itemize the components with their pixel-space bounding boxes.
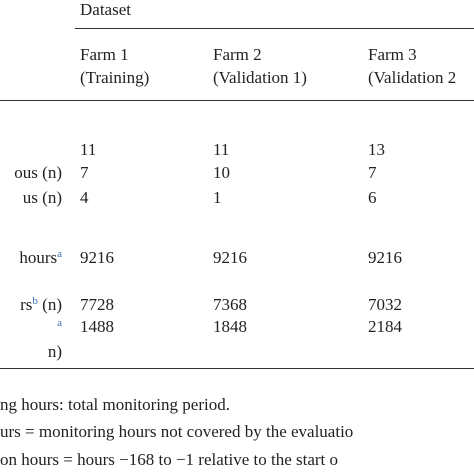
cell: 6 (368, 188, 377, 207)
cell: 2184 (368, 317, 402, 336)
column-subheader: (Validation 1) (213, 68, 307, 87)
cell: 1488 (80, 317, 114, 336)
column-subheader: (Validation 2 (368, 68, 457, 87)
cell: 9216 (80, 248, 114, 267)
column-header: Farm 2 (213, 45, 262, 64)
row-label-text: (n) (37, 295, 62, 314)
row-label: us (n) (0, 188, 62, 208)
cell: 7 (80, 163, 89, 182)
cell: 7032 (368, 295, 402, 314)
row-label: rsb (n) (0, 295, 62, 315)
row-label: ous (n) (0, 163, 62, 183)
footnote: ng hours: total monitoring period. (0, 395, 230, 414)
cell: 4 (80, 188, 89, 207)
row-label: hoursa (0, 248, 62, 268)
cell: 7728 (80, 295, 114, 314)
rule (0, 368, 474, 369)
cell: 1848 (213, 317, 247, 336)
row-label-text: hours (19, 248, 58, 267)
row-label: n) (0, 342, 62, 362)
row-label: a (0, 317, 62, 337)
row-label-text: rs (20, 295, 33, 314)
cell: 1 (213, 188, 222, 207)
cell: 10 (213, 163, 230, 182)
footnote-marker: b (32, 295, 38, 307)
rule (0, 100, 474, 101)
cell: 11 (213, 140, 230, 159)
cell: 9216 (213, 248, 247, 267)
row-label-text: ous (n) (14, 163, 62, 182)
footnote: urs = monitoring hours not covered by th… (0, 422, 354, 441)
cell: 13 (368, 140, 385, 159)
footnote-marker: a (57, 317, 62, 329)
cell: 11 (80, 140, 97, 159)
column-subheader: (Training) (80, 68, 150, 87)
cell: 7 (368, 163, 377, 182)
footnote: on hours = hours −168 to −1 relative to … (0, 450, 339, 469)
footnote-marker: a (57, 248, 62, 260)
group-header: Dataset (80, 0, 131, 19)
cell: 7368 (213, 295, 247, 314)
row-label-text: us (n) (22, 188, 62, 207)
column-header: Farm 3 (368, 45, 417, 64)
cell: 9216 (368, 248, 402, 267)
rule (75, 28, 474, 29)
column-header: Farm 1 (80, 45, 129, 64)
row-label-text: n) (47, 342, 62, 361)
